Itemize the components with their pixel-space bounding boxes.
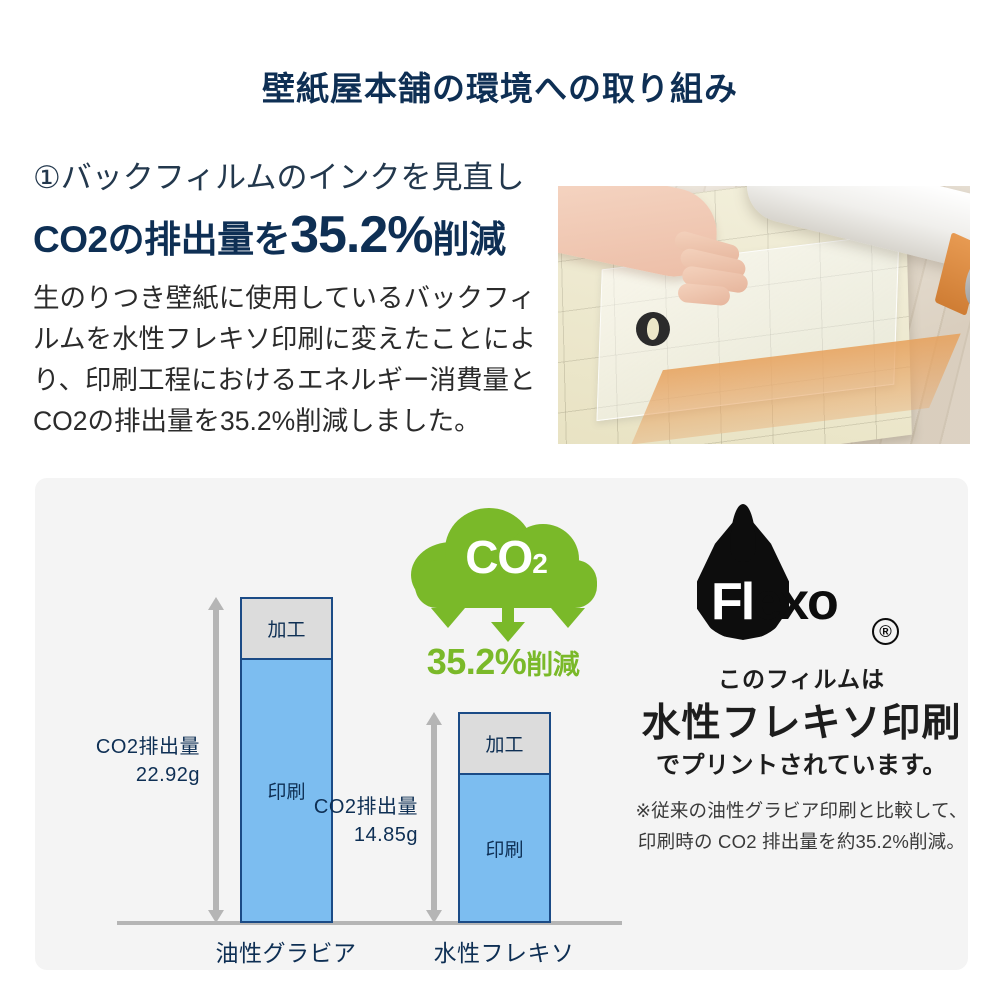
amount-value: 14.85g	[353, 824, 418, 846]
bar-gravure: 加工 印刷	[240, 597, 333, 923]
body-copy: 生のりつき壁紙に使用しているバックフィルムを水性フレキソ印刷に変えたことにより、…	[33, 283, 536, 436]
bar-flexo: 加工 印刷	[458, 712, 551, 923]
arrow-shaft	[431, 724, 437, 911]
amount-label-gravure: CO2排出量 22.92g	[55, 733, 200, 789]
flexo-wordmark: Flexo	[711, 573, 839, 631]
arrow-head-up-icon	[208, 597, 224, 610]
headline-prefix: CO2の排出量を	[33, 219, 291, 260]
chart-baseline	[117, 921, 622, 925]
bar-segment-process: 加工	[460, 714, 549, 775]
category-label-gravure: 油性グラビア	[215, 940, 357, 966]
measure-arrow-gravure	[208, 597, 224, 923]
co2-cloud-icon: CO2	[411, 502, 601, 610]
headline-suffix: 削減	[432, 219, 507, 260]
arrow-stem	[442, 598, 454, 608]
amount-caption: CO2排出量	[95, 736, 200, 758]
arrow-head-up-icon	[426, 712, 442, 725]
flexo-note-line-1: ※従来の油性グラビア印刷と比較して、	[635, 800, 968, 821]
flexo-line-2: 水性フレキソ印刷	[641, 702, 962, 745]
headline: CO2の排出量を35.2%削減	[33, 205, 563, 265]
bar-segment-print: 印刷	[242, 660, 331, 921]
co2-reduction-badge: CO2 35.2%削減	[403, 494, 618, 684]
cloud-co2-label: CO2	[411, 530, 601, 584]
reduction-unit: 削減	[526, 650, 580, 680]
reduction-callout: 35.2%削減	[403, 641, 603, 683]
flexo-logo: Flexo ®	[635, 504, 968, 662]
flexo-line-1: このフィルムは	[717, 666, 886, 692]
reduction-value: 35.2%	[426, 641, 527, 682]
arrow-head	[491, 622, 525, 642]
page-title: 壁紙屋本舗の環境への取り組み	[262, 70, 738, 107]
flexo-certification-block: Flexo ® このフィルムは 水性フレキソ印刷 でプリントされています。 ※従…	[635, 500, 968, 950]
flexo-note-line-2: 印刷時の CO2 排出量を約35.2%削減。	[637, 831, 966, 852]
arrow-stem	[562, 598, 574, 608]
arrow-head-down-icon	[426, 910, 442, 923]
amount-caption: CO2排出量	[313, 796, 418, 818]
ink-droplet-tip	[730, 504, 756, 562]
arrow-shaft	[213, 609, 219, 911]
category-label-flexo: 水性フレキソ	[433, 940, 575, 966]
bar-segment-process: 加工	[242, 599, 331, 660]
wallpaper-film-photo	[558, 186, 970, 444]
flexo-wordmark-inner: Fl	[711, 573, 755, 631]
amount-value: 22.92g	[135, 764, 200, 786]
bar-segment-print: 印刷	[460, 775, 549, 921]
amount-label-flexo: CO2排出量 14.85g	[275, 793, 418, 849]
flexo-note: ※従来の油性グラビア印刷と比較して、 印刷時の CO2 排出量を約35.2%削減…	[635, 795, 968, 857]
measure-arrow-flexo	[426, 712, 442, 923]
registered-trademark-icon: ®	[872, 618, 899, 645]
headline-percent: 35.2%	[290, 206, 433, 264]
co2-bar-chart: 加工 印刷 加工 印刷 CO2排出量 22.92g CO2排出量 14.85g …	[35, 478, 655, 970]
lead-line: ①バックフィルムのインクを見直し	[33, 160, 525, 195]
down-arrows-group	[429, 598, 589, 642]
arrow-head	[431, 608, 465, 628]
arrow-head	[551, 608, 585, 628]
arrow-stem	[502, 598, 514, 622]
flexo-wordmark-outer: exo	[753, 573, 839, 631]
comparison-panel: 加工 印刷 加工 印刷 CO2排出量 22.92g CO2排出量 14.85g …	[35, 478, 968, 970]
cloud-co2-text: CO	[465, 531, 533, 583]
flexo-line-3: でプリントされています。	[656, 752, 947, 779]
arrow-head-down-icon	[208, 910, 224, 923]
cloud-co2-subscript: 2	[532, 548, 548, 579]
